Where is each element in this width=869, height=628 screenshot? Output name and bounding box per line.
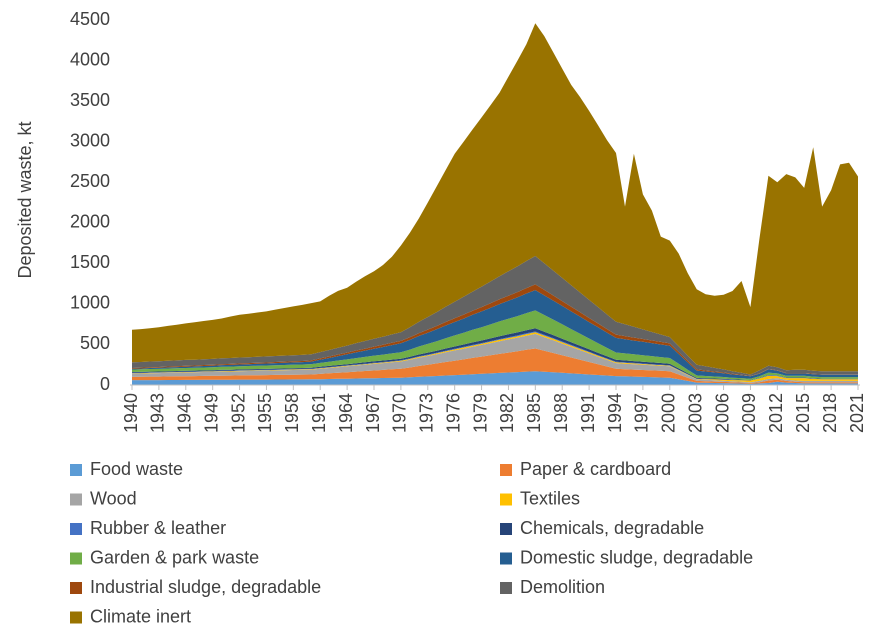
x-tick-label: 1973 — [417, 393, 437, 433]
x-tick-label: 1997 — [632, 393, 652, 433]
x-tick-label: 2009 — [739, 393, 759, 433]
x-tick-label: 1964 — [336, 393, 356, 433]
area — [132, 333, 858, 383]
x-tick-label: 1985 — [524, 393, 544, 433]
x-tick-label: 1946 — [175, 393, 195, 433]
y-tick-label: 4000 — [70, 49, 110, 69]
x-tick-label: 2012 — [766, 393, 786, 433]
area — [132, 310, 858, 380]
x-tick-label: 2000 — [659, 393, 679, 433]
area — [132, 371, 858, 385]
x-tick-label: 2003 — [685, 393, 705, 433]
x-tick-label: 2021 — [847, 393, 867, 433]
y-tick-label: 2000 — [70, 212, 110, 232]
legend-label: Rubber & leather — [90, 518, 226, 538]
area — [132, 256, 858, 376]
x-tick-label: 1943 — [148, 393, 168, 433]
area — [132, 284, 858, 377]
legend-label: Industrial sludge, degradable — [90, 577, 321, 597]
area — [132, 348, 858, 384]
y-tick-label: 3000 — [70, 130, 110, 150]
y-tick-label: 2500 — [70, 171, 110, 191]
x-tick-label: 2015 — [793, 393, 813, 433]
area — [132, 290, 858, 379]
x-tick-label: 1976 — [443, 393, 463, 433]
legend-swatch — [70, 464, 82, 476]
y-tick-label: 3500 — [70, 90, 110, 110]
x-tick-label: 1952 — [228, 393, 248, 433]
area — [132, 328, 858, 381]
area — [132, 23, 858, 375]
x-tick-label: 1970 — [390, 393, 410, 433]
legend-swatch — [500, 552, 512, 565]
x-tick-label: 1988 — [551, 393, 571, 433]
y-tick-label: 0 — [100, 374, 110, 394]
x-tick-label: 1982 — [497, 393, 517, 433]
legend-label: Textiles — [520, 488, 580, 508]
legend-swatch — [70, 582, 82, 594]
y-tick-label: 1000 — [70, 293, 110, 313]
legend-label: Domestic sludge, degradable — [520, 547, 753, 567]
x-tick-label: 2006 — [712, 393, 732, 433]
y-tick-label: 500 — [80, 333, 110, 353]
legend-swatch — [500, 523, 512, 535]
x-tick-label: 1940 — [121, 393, 141, 433]
legend-swatch — [500, 464, 512, 476]
x-tick-label: 1994 — [605, 393, 625, 433]
legend-swatch — [70, 552, 82, 565]
legend-label: Chemicals, degradable — [520, 518, 704, 538]
legend-swatch — [500, 493, 512, 506]
x-tick-label: 1979 — [470, 393, 490, 433]
x-tick-label: 1958 — [282, 393, 302, 433]
y-tick-label: 1500 — [70, 252, 110, 272]
x-tick-label: 1967 — [363, 393, 383, 433]
legend-label: Demolition — [520, 577, 605, 597]
x-tick-label: 1955 — [255, 393, 275, 433]
legend-label: Wood — [90, 488, 137, 508]
legend-swatch — [500, 582, 512, 594]
x-tick-label: 2018 — [820, 393, 840, 433]
x-tick-label: 1991 — [578, 393, 598, 433]
legend-swatch — [70, 611, 82, 624]
x-tick-label: 1961 — [309, 393, 329, 433]
legend-swatch — [70, 493, 82, 506]
y-tick-label: 4500 — [70, 9, 110, 29]
y-axis-label: Deposited waste, kt — [15, 121, 35, 278]
legend-label: Climate inert — [90, 606, 191, 626]
legend-swatch — [70, 523, 82, 535]
legend-label: Garden & park waste — [90, 547, 259, 567]
legend-label: Paper & cardboard — [520, 459, 671, 479]
legend-label: Food waste — [90, 459, 183, 479]
x-tick-label: 1949 — [201, 393, 221, 433]
